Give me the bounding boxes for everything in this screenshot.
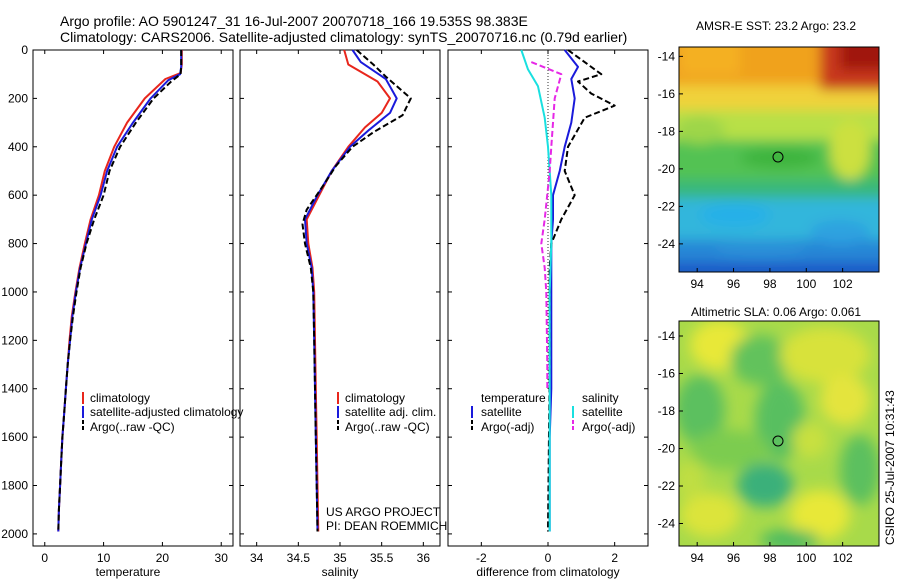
salinity-axis-ticks: 34 34.5 35 35.5 36 xyxy=(250,50,430,565)
y-tick-label: 800 xyxy=(8,237,28,251)
sst-map-panel: AMSR-E SST: 23.2 Argo: 23.2 xyxy=(658,19,880,291)
x-tick-label: -2 xyxy=(476,551,487,565)
series-line-argo-raw-qc- xyxy=(301,49,412,532)
map-y-tick-label: -22 xyxy=(658,479,676,493)
series-line-salinity-satellite xyxy=(520,49,553,532)
temperature-legend: climatology satellite-adjusted climatolo… xyxy=(82,391,243,434)
sst-map-ticks: 94 96 98 100 102 -14 -16 -18 -20 -22 -24 xyxy=(658,49,853,291)
map-y-tick-label: -20 xyxy=(658,442,676,456)
map-y-tick-label: -14 xyxy=(658,329,676,343)
legend-label-temp-satellite: satellite xyxy=(481,405,522,419)
argo-float-marker xyxy=(772,151,784,163)
y-tick-label: 1600 xyxy=(1,430,28,444)
map-y-tick-label: -16 xyxy=(658,367,676,381)
map-x-tick-label: 102 xyxy=(833,551,853,565)
difference-axis-ticks: -2 0 2 xyxy=(476,50,618,565)
legend-label-sal-satellite: satellite xyxy=(582,405,623,419)
x-tick-label: 36 xyxy=(417,551,431,565)
y-tick-label: 1800 xyxy=(1,479,28,493)
map-x-tick-label: 94 xyxy=(691,551,705,565)
legend-title-temperature: temperature xyxy=(481,391,546,405)
x-tick-label: 2 xyxy=(611,551,618,565)
y-tick-label: 400 xyxy=(8,140,28,154)
map-y-tick-label: -14 xyxy=(658,49,676,63)
y-tick-label: 600 xyxy=(8,188,28,202)
csiro-timestamp: CSIRO 25-Jul-2007 10:31:43 xyxy=(883,390,897,545)
x-tick-label: 20 xyxy=(156,551,170,565)
legend-label-satellite: satellite-adjusted climatology xyxy=(90,405,243,419)
map-y-tick-label: -16 xyxy=(658,87,676,101)
map-y-tick-label: -24 xyxy=(658,237,676,251)
map-y-tick-label: -18 xyxy=(658,404,676,418)
series-line-salinity-argo-adj- xyxy=(530,61,563,389)
y-tick-label: 200 xyxy=(8,91,28,105)
x-tick-label: 35.5 xyxy=(370,551,394,565)
sst-heatmap xyxy=(679,47,879,272)
series-line-argo-raw-qc- xyxy=(57,50,183,532)
map-y-tick-label: -18 xyxy=(658,124,676,138)
series-line-temperature-argo-adj- xyxy=(547,49,616,532)
x-tick-label: 10 xyxy=(97,551,111,565)
x-tick-label: 0 xyxy=(41,551,48,565)
difference-legend: temperature satellite Argo(-adj) salinit… xyxy=(471,391,635,434)
sst-map-frame xyxy=(678,46,880,273)
y-tick-label: 0 xyxy=(21,43,28,57)
legend-label-temp-argo: Argo(-adj) xyxy=(481,420,534,434)
legend-label-sal-argo: Argo(-adj) xyxy=(582,420,635,434)
legend-label-climatology: climatology xyxy=(90,391,150,405)
salinity-profile-panel: 34 34.5 35 35.5 36 salinity climatology sate… xyxy=(239,49,447,579)
temperature-series xyxy=(57,50,183,532)
sla-heatmap xyxy=(679,321,879,546)
map-x-tick-label: 94 xyxy=(691,277,705,291)
sla-map-panel: Altimetric SLA: 0.06 Argo: 0.061 xyxy=(658,305,880,565)
temperature-axis-ticks: 0 10 20 30 xyxy=(41,50,228,565)
salinity-series xyxy=(301,49,412,532)
map-y-tick-label: -24 xyxy=(658,517,676,531)
credit-pi: PI: DEAN ROEMMICH xyxy=(326,519,447,533)
x-tick-label: 34.5 xyxy=(287,551,311,565)
map-x-tick-label: 98 xyxy=(763,277,777,291)
map-y-tick-label: -20 xyxy=(658,162,676,176)
x-tick-label: 35 xyxy=(333,551,347,565)
legend-label-argo: Argo(..raw -QC) xyxy=(345,420,430,434)
legend-label-argo: Argo(..raw -QC) xyxy=(90,420,175,434)
y-tick-label: 1000 xyxy=(1,285,28,299)
figure-title-line2: Climatology: CARS2006. Satellite-adjuste… xyxy=(60,29,627,45)
temperature-axis-label: temperature xyxy=(96,565,161,579)
difference-series xyxy=(520,49,616,532)
map-y-tick-label: -22 xyxy=(658,199,676,213)
sla-map-frame xyxy=(678,320,880,547)
difference-axis-label: difference from climatology xyxy=(476,565,619,579)
map-x-tick-label: 96 xyxy=(727,277,741,291)
y-tick-label: 1200 xyxy=(1,333,28,347)
sla-map-title: Altimetric SLA: 0.06 Argo: 0.061 xyxy=(691,305,861,319)
argo-float-marker xyxy=(772,435,784,447)
sst-map-title: AMSR-E SST: 23.2 Argo: 23.2 xyxy=(696,19,856,33)
legend-title-salinity: salinity xyxy=(582,391,619,405)
figure-title-line1: Argo profile: AO 5901247_31 16-Jul-2007 … xyxy=(60,13,528,29)
map-x-tick-label: 100 xyxy=(796,277,816,291)
y-tick-label: 2000 xyxy=(1,527,28,541)
series-line-satellite xyxy=(304,49,398,532)
depth-axis-ticks: 0 200 400 600 800 1000 1200 1400 1600 1800 2000 xyxy=(1,43,233,541)
sla-map-ticks: 94 96 98 100 102 -14 -16 -18 -20 -22 -24 xyxy=(658,329,853,565)
map-x-tick-label: 102 xyxy=(833,277,853,291)
salinity-axis-label: salinity xyxy=(322,565,359,579)
difference-profile-panel: -2 0 2 difference from climatology tempera… xyxy=(447,49,649,579)
credit-project: US ARGO PROJECT xyxy=(326,505,441,519)
x-tick-label: 0 xyxy=(545,551,552,565)
legend-label-satellite: satellite adj. clim. xyxy=(345,405,436,419)
map-x-tick-label: 96 xyxy=(727,551,741,565)
salinity-axes-frame xyxy=(239,49,441,547)
temperature-profile-panel: 0 200 400 600 800 1000 1200 1400 1600 1800 2000 0 1… xyxy=(1,43,243,579)
y-tick-label: 1400 xyxy=(1,382,28,396)
temperature-axes-frame xyxy=(32,49,234,547)
salinity-legend: climatology satellite adj. clim. Argo(..… xyxy=(337,391,436,434)
x-tick-label: 34 xyxy=(250,551,264,565)
map-x-tick-label: 98 xyxy=(763,551,777,565)
legend-label-climatology: climatology xyxy=(345,391,405,405)
x-tick-label: 30 xyxy=(215,551,229,565)
map-x-tick-label: 100 xyxy=(796,551,816,565)
